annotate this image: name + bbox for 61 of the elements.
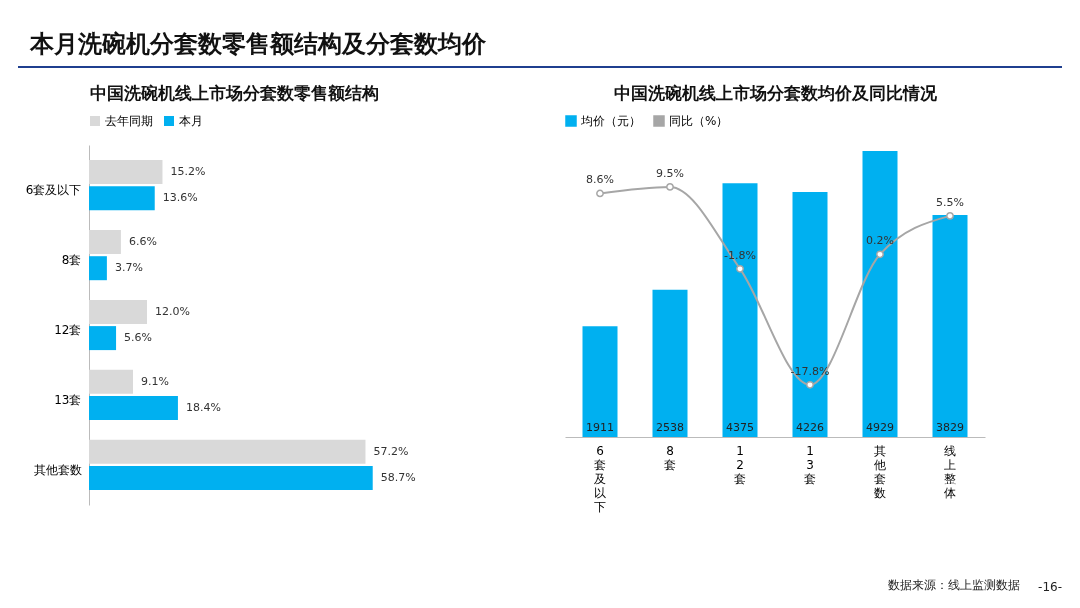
bar (862, 151, 898, 437)
y-tick-label: 8套 (61, 253, 82, 268)
bar (792, 191, 828, 437)
point (596, 189, 604, 198)
y-tick-label: 13套 (54, 392, 82, 407)
bar (89, 256, 107, 281)
bar (89, 439, 366, 464)
data-label: 58.7% (380, 470, 416, 484)
bar (652, 289, 688, 437)
bar (932, 214, 968, 437)
x-tick-label: 8套 (664, 443, 676, 472)
bar (89, 229, 121, 254)
legend-label: 本月 (179, 114, 203, 128)
data-label: 1911 (586, 421, 614, 434)
data-label: 9.5% (656, 166, 684, 180)
data-label: 18.4% (185, 401, 221, 415)
x-tick-label: 其他套数 (874, 443, 886, 500)
point (806, 380, 814, 389)
data-label: 15.2% (170, 165, 206, 179)
x-tick-label: 12套 (734, 443, 746, 486)
y-tick-label: 6套及以下 (25, 183, 82, 198)
data-label: 5.6% (124, 331, 153, 345)
legend-label: 均价（元） (580, 114, 641, 128)
point (736, 264, 744, 273)
x-tick-label: 6套及以下 (594, 443, 606, 514)
bar (89, 326, 117, 351)
x-tick-label: 13套 (804, 443, 816, 486)
chart-title: 中国洗碗机线上市场分套数零售额结构 (89, 83, 379, 103)
point (876, 250, 884, 259)
point (946, 211, 954, 220)
data-label: 2538 (656, 421, 684, 434)
legend-label: 同比（%） (669, 114, 729, 128)
bar (89, 369, 133, 394)
y-tick-label: 12套 (54, 323, 82, 337)
x-tick-label: 线上整体 (944, 443, 956, 500)
data-label: 4226 (796, 421, 824, 434)
data-label: 4375 (726, 421, 754, 434)
data-label: 4929 (866, 421, 894, 434)
data-label: 3829 (936, 421, 964, 434)
data-label: 5.5% (936, 195, 964, 209)
bar (89, 465, 373, 490)
text: 本月洗碗机分套数零售额结构及分套数均价 (30, 29, 486, 60)
text: -16- (1038, 580, 1062, 594)
data-label: 12.0% (155, 304, 190, 318)
bar (89, 160, 163, 185)
data-label: 13.6% (162, 191, 198, 205)
point (666, 182, 674, 191)
bar (89, 299, 147, 324)
bar (89, 186, 155, 211)
data-label: 0.2% (866, 234, 894, 248)
legend-label: 去年同期 (105, 114, 153, 128)
chart-title: 中国洗碗机线上市场分套数均价及同比情况 (613, 83, 938, 103)
data-label: 57.2% (373, 444, 409, 458)
data-label: 6.6% (128, 234, 157, 248)
data-label: 9.1% (140, 374, 169, 388)
bar (722, 183, 758, 437)
source-note: 数据来源：线上监测数据 (888, 577, 1020, 594)
data-label: 3.7% (114, 261, 143, 275)
bar (582, 326, 618, 437)
bar (89, 396, 178, 421)
data-label: 8.6% (586, 173, 614, 187)
